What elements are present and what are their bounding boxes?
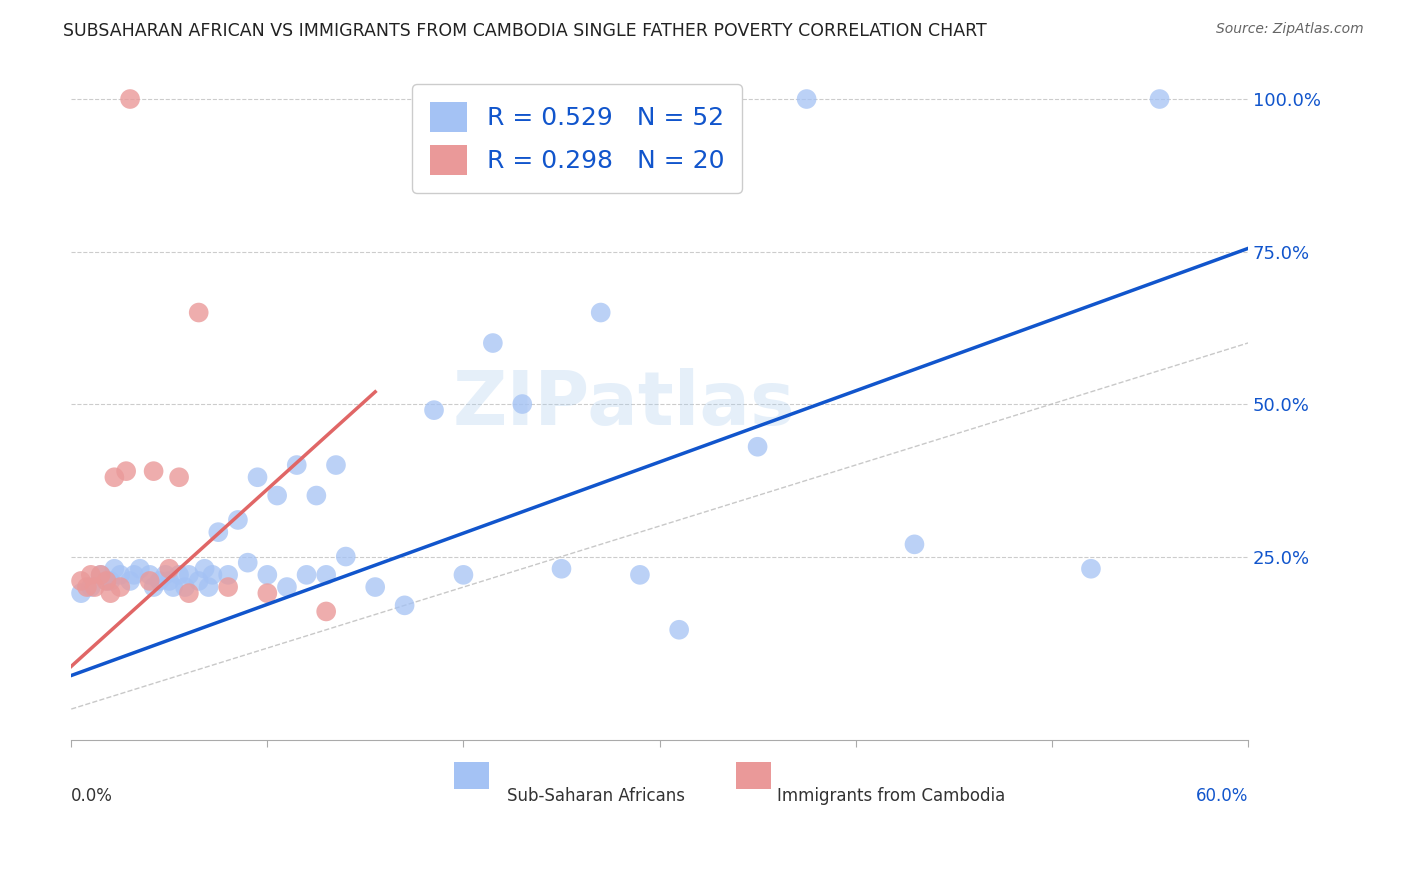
Point xyxy=(120,574,142,588)
Point xyxy=(1149,92,1171,106)
Point xyxy=(96,574,118,588)
Point xyxy=(668,623,690,637)
Text: SUBSAHARAN AFRICAN VS IMMIGRANTS FROM CAMBODIA SINGLE FATHER POVERTY CORRELATION: SUBSAHARAN AFRICAN VS IMMIGRANTS FROM CA… xyxy=(63,22,987,40)
Point xyxy=(246,470,269,484)
Point xyxy=(120,92,142,106)
Point xyxy=(510,397,533,411)
Bar xyxy=(454,762,489,789)
Point xyxy=(157,562,180,576)
Point xyxy=(174,580,197,594)
Text: 60.0%: 60.0% xyxy=(1195,787,1249,805)
Point xyxy=(217,567,239,582)
Point xyxy=(295,567,318,582)
Text: Sub-Saharan Africans: Sub-Saharan Africans xyxy=(506,787,685,805)
Point xyxy=(100,586,122,600)
Point xyxy=(110,580,132,594)
Point xyxy=(122,567,145,582)
Point xyxy=(115,464,138,478)
Point xyxy=(155,567,177,582)
Point xyxy=(142,464,165,478)
Point xyxy=(197,580,219,594)
Point xyxy=(162,580,184,594)
Point xyxy=(201,567,224,582)
Text: ZIPatlas: ZIPatlas xyxy=(453,368,796,441)
Point xyxy=(100,574,122,588)
Point xyxy=(138,574,160,588)
Point xyxy=(335,549,357,564)
Bar xyxy=(735,762,772,789)
Point xyxy=(364,580,387,594)
Point xyxy=(796,92,818,106)
Point xyxy=(90,567,112,582)
Point xyxy=(315,567,337,582)
Point xyxy=(177,567,200,582)
Point xyxy=(394,599,416,613)
Point xyxy=(276,580,298,594)
Point xyxy=(96,574,118,588)
Point xyxy=(256,586,278,600)
Point xyxy=(589,305,612,319)
Point xyxy=(187,305,209,319)
Point xyxy=(157,574,180,588)
Point xyxy=(285,458,308,472)
Point xyxy=(80,567,103,582)
Point xyxy=(103,562,125,576)
Point xyxy=(423,403,446,417)
Point xyxy=(226,513,249,527)
Point xyxy=(1080,562,1102,576)
Point xyxy=(207,525,229,540)
Point xyxy=(70,574,93,588)
Point xyxy=(217,580,239,594)
Point xyxy=(70,586,93,600)
Point xyxy=(305,489,328,503)
Point xyxy=(177,586,200,600)
Point xyxy=(110,567,132,582)
Point xyxy=(167,567,190,582)
Point xyxy=(128,562,150,576)
Point xyxy=(550,562,572,576)
Point xyxy=(903,537,925,551)
Point xyxy=(76,580,98,594)
Point xyxy=(453,567,475,582)
Point xyxy=(325,458,347,472)
Point xyxy=(167,470,190,484)
Point xyxy=(266,489,288,503)
Point xyxy=(148,574,170,588)
Point xyxy=(83,580,105,594)
Point xyxy=(747,440,769,454)
Point xyxy=(482,336,505,351)
Point xyxy=(142,580,165,594)
Text: Immigrants from Cambodia: Immigrants from Cambodia xyxy=(778,787,1005,805)
Point xyxy=(80,580,103,594)
Point xyxy=(187,574,209,588)
Point xyxy=(628,567,651,582)
Point xyxy=(138,567,160,582)
Text: 0.0%: 0.0% xyxy=(72,787,112,805)
Point xyxy=(90,567,112,582)
Legend: R = 0.529   N = 52, R = 0.298   N = 20: R = 0.529 N = 52, R = 0.298 N = 20 xyxy=(412,85,742,193)
Point xyxy=(103,470,125,484)
Point xyxy=(315,604,337,618)
Text: Source: ZipAtlas.com: Source: ZipAtlas.com xyxy=(1216,22,1364,37)
Point xyxy=(256,567,278,582)
Point xyxy=(194,562,217,576)
Point xyxy=(236,556,259,570)
